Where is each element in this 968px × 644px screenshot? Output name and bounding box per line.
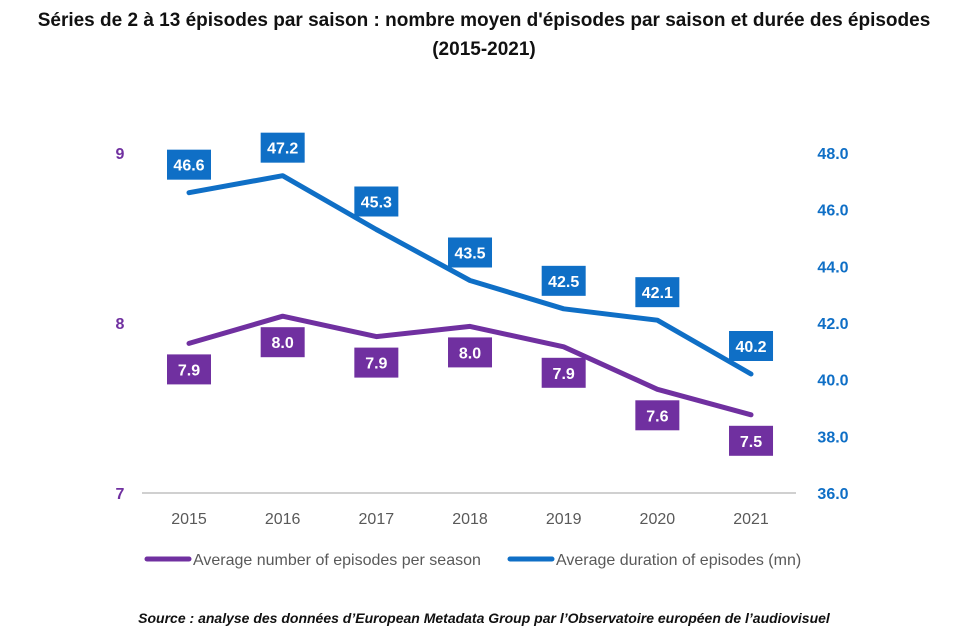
episodes-data-label-box (635, 400, 680, 431)
x-axis-tick-label: 2019 (546, 511, 582, 528)
episodes-data-label: 8.0 (272, 335, 294, 352)
x-axis-tick-label: 2016 (265, 511, 301, 528)
x-axis-tick-label: 2017 (359, 511, 395, 528)
episodes-data-label: 7.9 (365, 356, 387, 373)
right-axis-tick-label: 42.0 (817, 316, 848, 333)
episode-duration-line (186, 173, 754, 377)
legend-episodes-per-season-label: Average number of episodes per season (193, 552, 481, 569)
episodes-data-label: 8.0 (459, 345, 481, 362)
episodes-data-label-box (167, 354, 211, 385)
duration-data-label-box (260, 132, 305, 163)
duration-data-label-box (635, 277, 680, 308)
chart-subtitle-years: (2015-2021) (432, 39, 536, 60)
duration-data-label-box (729, 331, 774, 361)
duration-data-label-box (167, 149, 211, 180)
episodes-data-label: 7.5 (740, 434, 762, 451)
episodes-data-label-box (729, 425, 774, 456)
duration-data-label: 40.2 (735, 339, 766, 356)
x-axis-tick-label: 2021 (733, 511, 769, 528)
duration-data-label: 46.6 (173, 158, 204, 175)
source-note: Source : analyse des données d’European … (138, 610, 830, 626)
line-chart: 7 8 9 36.0 38.0 40.0 42.0 44.0 46.0 48.0 2015 2016 2… (116, 132, 849, 569)
right-axis-tick-label: 38.0 (817, 429, 848, 446)
duration-data-label: 43.5 (454, 246, 485, 263)
right-axis-tick-label: 44.0 (817, 259, 848, 276)
duration-data-label-box (448, 237, 493, 268)
duration-data-label: 45.3 (361, 195, 392, 212)
right-axis-tick-label: 46.0 (817, 203, 848, 220)
x-axis-tick-label: 2015 (171, 511, 207, 528)
x-axis-tick-label: 2018 (452, 511, 488, 528)
episodes-data-label: 7.6 (646, 408, 668, 425)
right-axis-tick-label: 36.0 (817, 486, 848, 503)
episodes-data-label-box (541, 357, 586, 388)
duration-data-label-box (354, 186, 399, 217)
episodes-data-label-box (354, 347, 399, 378)
duration-data-label-box (541, 265, 586, 296)
episodes-data-label: 7.9 (178, 362, 200, 379)
episodes-per-season-line (186, 313, 754, 418)
episodes-data-label: 7.9 (553, 366, 575, 383)
right-axis-tick-label: 48.0 (817, 146, 848, 163)
legend-episode-duration-label: Average duration of episodes (mn) (556, 552, 801, 569)
duration-data-label: 42.1 (642, 285, 673, 302)
episodes-data-label-box (448, 337, 493, 368)
right-axis-tick-label: 40.0 (817, 373, 848, 390)
episodes-data-label-box (260, 327, 305, 358)
left-axis-tick-label: 7 (116, 486, 125, 503)
left-axis-tick-label: 9 (116, 146, 125, 163)
duration-data-label: 42.5 (548, 274, 579, 291)
chart-title: Séries de 2 à 13 épisodes par saison : n… (37, 10, 931, 31)
left-axis-tick-label: 8 (116, 316, 125, 333)
duration-data-label: 47.2 (267, 141, 298, 158)
x-axis-tick-label: 2020 (640, 511, 676, 528)
